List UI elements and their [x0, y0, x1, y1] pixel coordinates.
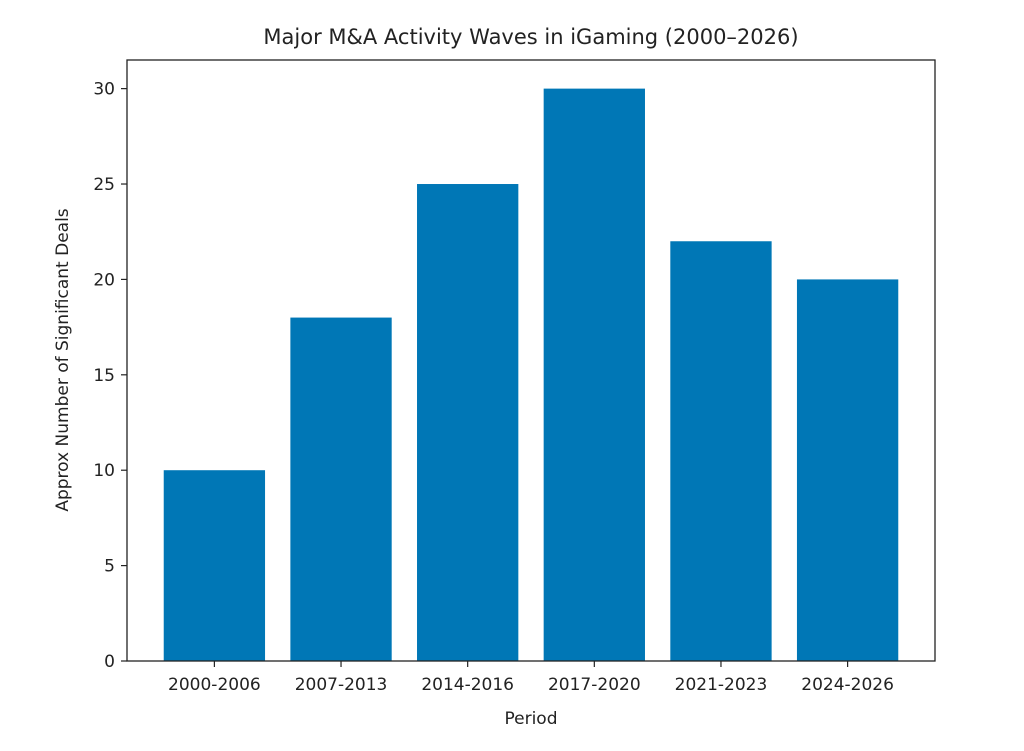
x-tick-label: 2021-2023: [675, 675, 768, 695]
bar-2024-2026: [796, 279, 899, 661]
x-tick-label: 2017-2020: [548, 675, 641, 695]
bar-2017-2020: [543, 88, 645, 662]
plot-frame: [126, 59, 936, 662]
x-tick-label: 2024-2026: [801, 675, 894, 695]
x-tick-label: 2014-2016: [421, 675, 514, 695]
y-axis-label: Approx Number of Significant Deals: [53, 208, 73, 511]
y-tick-label: 0: [104, 652, 115, 672]
bar-2014-2016: [417, 184, 519, 661]
y-tick-label: 5: [104, 557, 115, 577]
y-tick-label: 10: [93, 461, 115, 481]
x-tick-label: 2007-2013: [295, 675, 388, 695]
chart-title: Major M&A Activity Waves in iGaming (200…: [263, 25, 798, 49]
bar-2000-2006: [163, 470, 266, 661]
bar-2021-2023: [670, 241, 772, 661]
x-axis-label: Period: [504, 709, 557, 729]
y-tick-label: 25: [93, 175, 115, 195]
x-tick-label: 2000-2006: [168, 675, 261, 695]
y-tick-label: 20: [93, 270, 115, 290]
y-tick-label: 15: [93, 366, 115, 386]
bar-2007-2013: [290, 317, 392, 661]
y-tick-label: 30: [93, 80, 115, 100]
